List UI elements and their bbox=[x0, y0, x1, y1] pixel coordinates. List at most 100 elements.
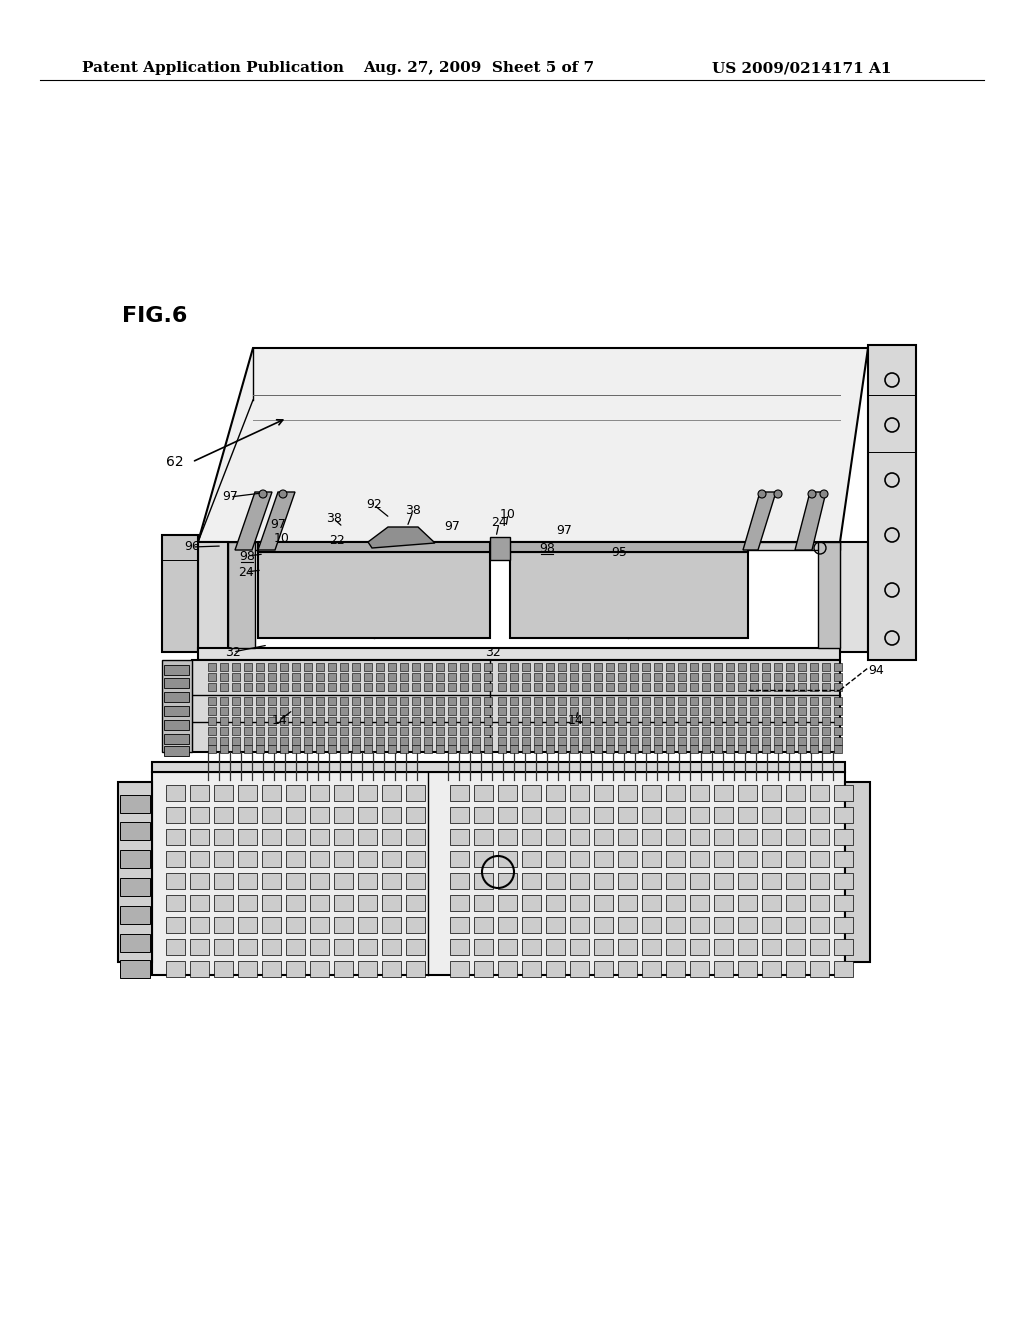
Bar bbox=[484, 737, 492, 744]
Bar bbox=[690, 829, 709, 845]
Bar bbox=[406, 939, 425, 954]
Bar bbox=[654, 682, 662, 690]
Bar bbox=[238, 785, 257, 801]
Bar bbox=[304, 737, 312, 744]
Bar bbox=[460, 727, 468, 735]
Bar bbox=[376, 744, 384, 752]
Bar bbox=[606, 673, 614, 681]
Bar bbox=[474, 807, 493, 822]
Bar bbox=[358, 939, 377, 954]
Bar bbox=[594, 744, 602, 752]
Bar bbox=[810, 939, 829, 954]
Bar bbox=[358, 895, 377, 911]
Bar bbox=[822, 708, 830, 715]
Bar bbox=[738, 663, 746, 671]
Bar bbox=[120, 935, 150, 952]
Polygon shape bbox=[258, 552, 490, 638]
Text: Patent Application Publication: Patent Application Publication bbox=[82, 61, 344, 75]
Bar bbox=[340, 663, 348, 671]
Bar bbox=[262, 851, 281, 867]
Bar bbox=[460, 673, 468, 681]
Bar bbox=[834, 917, 853, 933]
Bar bbox=[498, 663, 506, 671]
Text: 96: 96 bbox=[184, 540, 200, 553]
Bar bbox=[120, 906, 150, 924]
Bar bbox=[666, 939, 685, 954]
Bar bbox=[474, 895, 493, 911]
Bar bbox=[522, 708, 530, 715]
Bar bbox=[352, 727, 360, 735]
Bar bbox=[522, 917, 541, 933]
Bar bbox=[786, 727, 794, 735]
Bar bbox=[286, 785, 305, 801]
Bar bbox=[786, 708, 794, 715]
Bar bbox=[316, 663, 324, 671]
Bar bbox=[334, 939, 353, 954]
Bar bbox=[256, 737, 264, 744]
Bar bbox=[166, 851, 185, 867]
Bar bbox=[190, 895, 209, 911]
Bar bbox=[762, 785, 781, 801]
Bar bbox=[352, 663, 360, 671]
Bar bbox=[762, 744, 770, 752]
Bar bbox=[262, 917, 281, 933]
Bar bbox=[618, 939, 637, 954]
Bar bbox=[232, 717, 240, 725]
Bar bbox=[594, 663, 602, 671]
Bar bbox=[498, 807, 517, 822]
Bar bbox=[762, 961, 781, 977]
Bar bbox=[690, 785, 709, 801]
Bar bbox=[340, 737, 348, 744]
Bar bbox=[382, 785, 401, 801]
Bar bbox=[666, 717, 674, 725]
Bar bbox=[834, 682, 842, 690]
Bar bbox=[642, 663, 650, 671]
Bar bbox=[400, 682, 408, 690]
Bar bbox=[654, 737, 662, 744]
Bar bbox=[382, 961, 401, 977]
Bar bbox=[642, 895, 662, 911]
Bar bbox=[594, 708, 602, 715]
Bar bbox=[618, 873, 637, 888]
Bar bbox=[582, 744, 590, 752]
Bar bbox=[460, 682, 468, 690]
Bar bbox=[714, 851, 733, 867]
Bar bbox=[382, 939, 401, 954]
Bar bbox=[726, 717, 734, 725]
Bar bbox=[286, 939, 305, 954]
Bar bbox=[376, 663, 384, 671]
Bar bbox=[310, 851, 329, 867]
Bar bbox=[786, 961, 805, 977]
Bar bbox=[546, 737, 554, 744]
Bar bbox=[582, 682, 590, 690]
Bar bbox=[570, 708, 578, 715]
Bar bbox=[618, 682, 626, 690]
Bar bbox=[286, 961, 305, 977]
Bar bbox=[424, 682, 432, 690]
Bar bbox=[738, 785, 757, 801]
Polygon shape bbox=[510, 552, 748, 638]
Bar bbox=[630, 682, 638, 690]
Bar bbox=[666, 737, 674, 744]
Bar bbox=[834, 744, 842, 752]
Bar bbox=[498, 673, 506, 681]
Bar bbox=[798, 717, 806, 725]
Bar bbox=[642, 717, 650, 725]
Bar bbox=[618, 673, 626, 681]
Bar bbox=[424, 737, 432, 744]
Bar bbox=[810, 895, 829, 911]
Bar bbox=[449, 697, 456, 705]
Bar bbox=[472, 708, 480, 715]
Bar bbox=[484, 663, 492, 671]
Bar bbox=[546, 961, 565, 977]
Bar bbox=[594, 682, 602, 690]
Bar bbox=[316, 682, 324, 690]
Bar bbox=[364, 737, 372, 744]
Bar bbox=[810, 873, 829, 888]
Bar bbox=[666, 961, 685, 977]
Bar bbox=[328, 673, 336, 681]
Bar bbox=[449, 744, 456, 752]
Bar bbox=[450, 829, 469, 845]
Bar bbox=[340, 697, 348, 705]
Bar bbox=[244, 673, 252, 681]
